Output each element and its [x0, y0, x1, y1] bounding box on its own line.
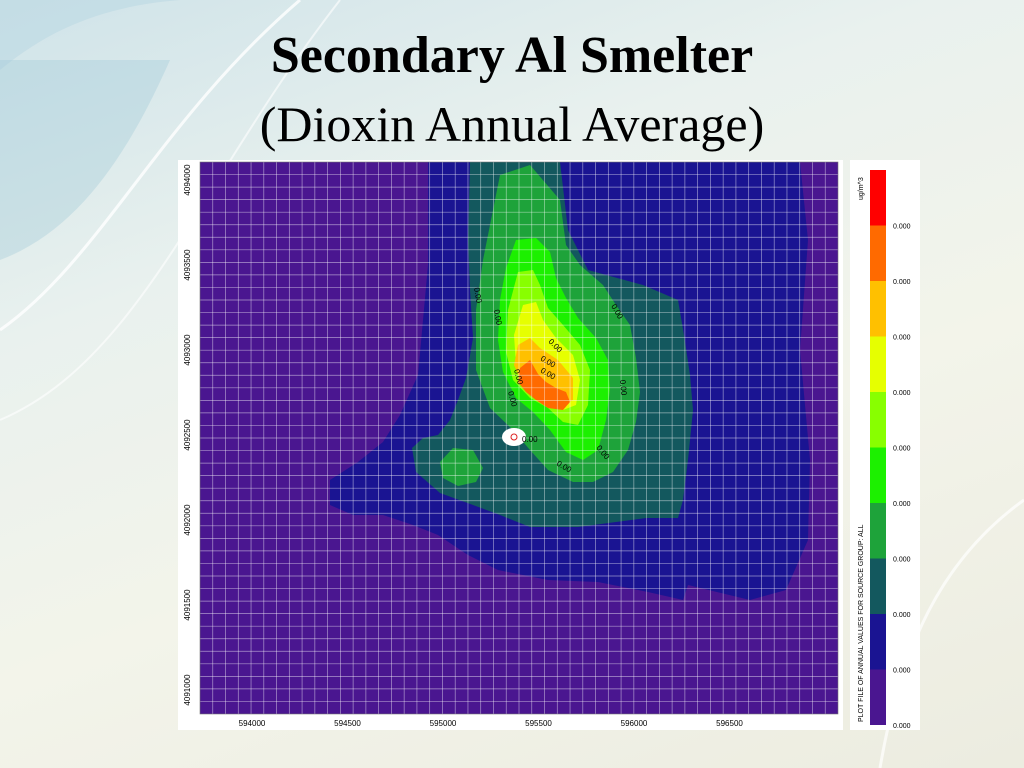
legend-swatch	[870, 336, 886, 392]
contour-label: 0.00	[472, 287, 484, 304]
legend-swatch	[870, 392, 886, 448]
legend-value: 0.000	[893, 335, 911, 342]
source-point-icon	[510, 433, 518, 441]
y-tick-label: 4091500	[183, 589, 192, 621]
y-tick-label: 4093500	[183, 249, 192, 281]
x-tick-label: 596000	[621, 719, 648, 728]
legend-value: 0.000	[893, 723, 911, 730]
legend-value: 0.000	[893, 612, 911, 619]
grid-lines	[200, 162, 838, 714]
legend-swatch	[870, 614, 886, 670]
contour-label: 0.00	[522, 435, 538, 444]
concentration-map: 0.00 0.00 0.00 0.00 0.00 0.00 0.00 0.00 …	[183, 161, 839, 728]
legend: ug/m^3 PLOT FILE OF ANNUAL VALUES FOR SO…	[858, 170, 911, 730]
slide-title: Secondary Al Smelter	[270, 27, 754, 84]
legend-swatch	[870, 558, 886, 614]
x-tick-label: 594500	[334, 719, 361, 728]
legend-swatch	[870, 225, 886, 281]
legend-value: 0.000	[893, 501, 911, 508]
legend-caption: PLOT FILE OF ANNUAL VALUES FOR SOURCE GR…	[858, 524, 865, 722]
y-tick-label: 4092500	[183, 419, 192, 451]
legend-value: 0.000	[893, 224, 911, 231]
y-tick-label: 4093000	[183, 334, 192, 366]
x-tick-label: 596500	[716, 719, 743, 728]
legend-panel: ug/m^3 PLOT FILE OF ANNUAL VALUES FOR SO…	[850, 160, 920, 730]
legend-swatch	[870, 503, 886, 559]
slide-subtitle: (Dioxin Annual Average)	[259, 96, 765, 152]
contour-local-patch	[440, 448, 483, 486]
contour-label: 0.00	[506, 390, 519, 408]
y-tick-label: 4094000	[183, 164, 192, 196]
contour-label: 0.00	[512, 368, 525, 386]
y-tick-label: 4091000	[183, 674, 192, 706]
x-tick-label: 594000	[239, 719, 266, 728]
y-tick-label: 4092000	[183, 504, 192, 536]
legend-value: 0.000	[893, 557, 911, 564]
legend-units: ug/m^3	[858, 177, 865, 200]
legend-swatch	[870, 669, 886, 725]
legend-value: 0.000	[893, 390, 911, 397]
legend-swatch	[870, 281, 886, 337]
source-facility-marker	[502, 428, 526, 446]
x-tick-label: 595000	[430, 719, 457, 728]
legend-value: 0.000	[893, 668, 911, 675]
x-tick-label: 595500	[525, 719, 552, 728]
legend-swatch	[870, 447, 886, 503]
concentration-map-panel: 0.00 0.00 0.00 0.00 0.00 0.00 0.00 0.00 …	[178, 160, 843, 730]
contour-label: 0.00	[618, 379, 628, 396]
legend-value: 0.000	[893, 446, 911, 453]
legend-swatch	[870, 170, 886, 226]
legend-value: 0.000	[893, 279, 911, 286]
contour-label: 0.00	[492, 309, 504, 326]
